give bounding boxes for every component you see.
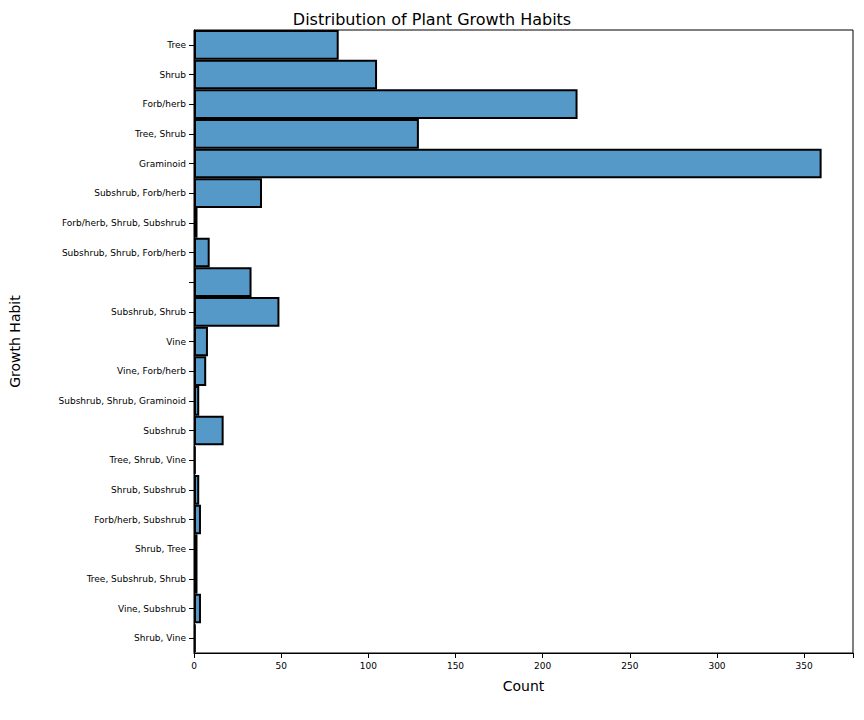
svg-text:150: 150 (447, 661, 464, 671)
svg-text:Subshrub, Forb/herb: Subshrub, Forb/herb (94, 188, 186, 198)
svg-text:Shrub, Vine: Shrub, Vine (134, 633, 186, 643)
svg-text:250: 250 (621, 661, 638, 671)
svg-text:Tree, Shrub: Tree, Shrub (134, 129, 186, 139)
svg-text:Forb/herb: Forb/herb (143, 99, 187, 109)
svg-text:Vine, Subshrub: Vine, Subshrub (118, 604, 186, 614)
svg-text:Graminoid: Graminoid (139, 159, 186, 169)
svg-text:Distribution of Plant Growth H: Distribution of Plant Growth Habits (293, 10, 571, 29)
svg-text:Shrub: Shrub (159, 70, 186, 80)
svg-text:Count: Count (503, 678, 545, 694)
svg-text:Forb/herb, Subshrub: Forb/herb, Subshrub (94, 515, 186, 525)
svg-text:200: 200 (534, 661, 551, 671)
svg-text:Subshrub, Shrub, Graminoid: Subshrub, Shrub, Graminoid (59, 396, 187, 406)
svg-text:Tree: Tree (166, 40, 186, 50)
svg-text:Shrub, Subshrub: Shrub, Subshrub (111, 485, 186, 495)
svg-text:Shrub, Tree: Shrub, Tree (135, 544, 186, 554)
svg-text:Subshrub, Shrub, Forb/herb: Subshrub, Shrub, Forb/herb (62, 248, 186, 258)
svg-text:Vine: Vine (166, 337, 186, 347)
svg-text:Forb/herb, Shrub, Subshrub: Forb/herb, Shrub, Subshrub (62, 218, 186, 228)
svg-text:350: 350 (796, 661, 813, 671)
svg-text:100: 100 (360, 661, 377, 671)
svg-text:Subshrub, Shrub: Subshrub, Shrub (111, 307, 186, 317)
svg-text:Subshrub: Subshrub (143, 426, 186, 436)
svg-text:Growth Habit: Growth Habit (7, 295, 23, 388)
svg-text:50: 50 (275, 661, 287, 671)
svg-text:Vine, Forb/herb: Vine, Forb/herb (117, 366, 186, 376)
svg-text:300: 300 (708, 661, 725, 671)
svg-text:0: 0 (191, 661, 197, 671)
svg-text:Tree, Subshrub, Shrub: Tree, Subshrub, Shrub (86, 574, 187, 584)
svg-text:Tree, Shrub, Vine: Tree, Shrub, Vine (109, 455, 187, 465)
